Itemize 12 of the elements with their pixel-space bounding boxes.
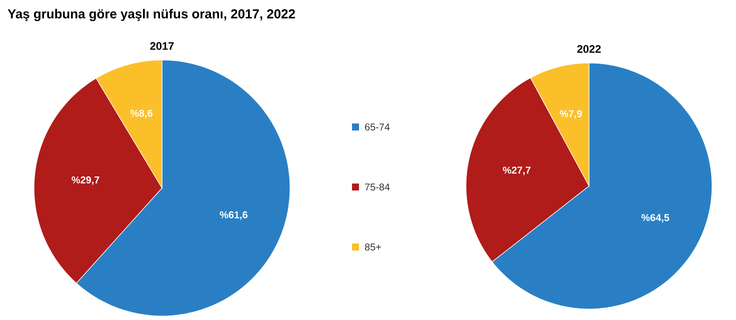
legend-label: 85+: [364, 243, 381, 251]
data-label: %8,6: [130, 110, 152, 118]
data-label: %27,7: [502, 166, 530, 176]
data-label: %61,6: [220, 211, 248, 220]
chart-subtitle: 2017: [150, 42, 174, 50]
data-label: %64,5: [641, 214, 670, 223]
data-label: %7,9: [560, 110, 582, 119]
chart-title: 2022: [577, 45, 601, 53]
legend-label: 65-74: [365, 123, 390, 131]
legend-label: 75-84: [365, 183, 390, 191]
chart-title: Yaş grubuna göre yaşlı nüfus oranı, 2017, 2022: [8, 8, 295, 22]
data-label: %29,7: [72, 176, 100, 185]
